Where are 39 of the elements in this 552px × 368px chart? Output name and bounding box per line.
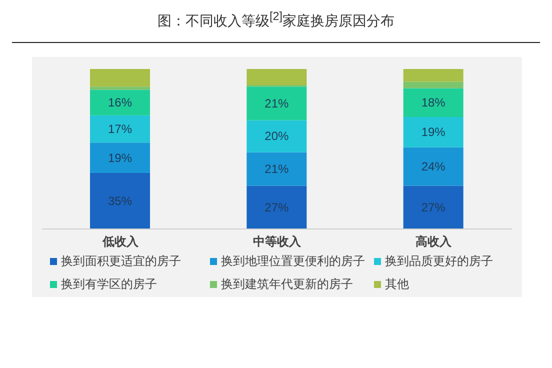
data-label: 24%: [421, 160, 446, 174]
bar: [403, 147, 464, 186]
data-label: 21%: [264, 162, 289, 176]
bar: [90, 90, 150, 116]
legend-label: 换到地理位置更便利的房子: [221, 253, 365, 270]
legend-label: 换到品质更好的房子: [385, 253, 493, 270]
bar: [403, 117, 464, 148]
data-label: 27%: [264, 200, 289, 214]
bar: [246, 152, 307, 186]
data-label: 17%: [108, 122, 132, 136]
data-label: 20%: [264, 129, 289, 144]
bar: [403, 82, 464, 88]
bar: [90, 173, 150, 229]
bar: [90, 69, 150, 87]
legend-label: 换到面积更适宜的房子: [61, 253, 181, 270]
bar: [246, 120, 307, 152]
bar: [246, 186, 307, 229]
legend-label: 换到有学区的房子: [61, 276, 157, 293]
data-label: 27%: [421, 200, 446, 214]
bar: [246, 69, 307, 85]
bar: [90, 86, 150, 90]
data-label: 35%: [108, 194, 132, 208]
data-label: 16%: [108, 96, 132, 110]
bar: [403, 88, 464, 117]
data-label: 18%: [421, 96, 446, 110]
legend-label: 其他: [385, 276, 409, 293]
bar: [403, 186, 464, 229]
x-tick-label: 高收入: [416, 234, 453, 249]
legend-label: 换到建筑年代更新的房子: [221, 276, 353, 293]
data-label: 19%: [421, 125, 446, 140]
x-tick-label: 中等收入: [253, 234, 302, 249]
chart-title: 图：不同收入等级$^{[2]}$家庭换房原因分布: [156, 9, 396, 31]
bar: [90, 115, 150, 143]
bar: [403, 69, 464, 82]
bar: [90, 142, 150, 173]
bar: [246, 86, 307, 120]
x-tick-label: 低收入: [101, 234, 140, 249]
data-label: 19%: [108, 150, 132, 165]
data-label: 21%: [264, 96, 289, 110]
